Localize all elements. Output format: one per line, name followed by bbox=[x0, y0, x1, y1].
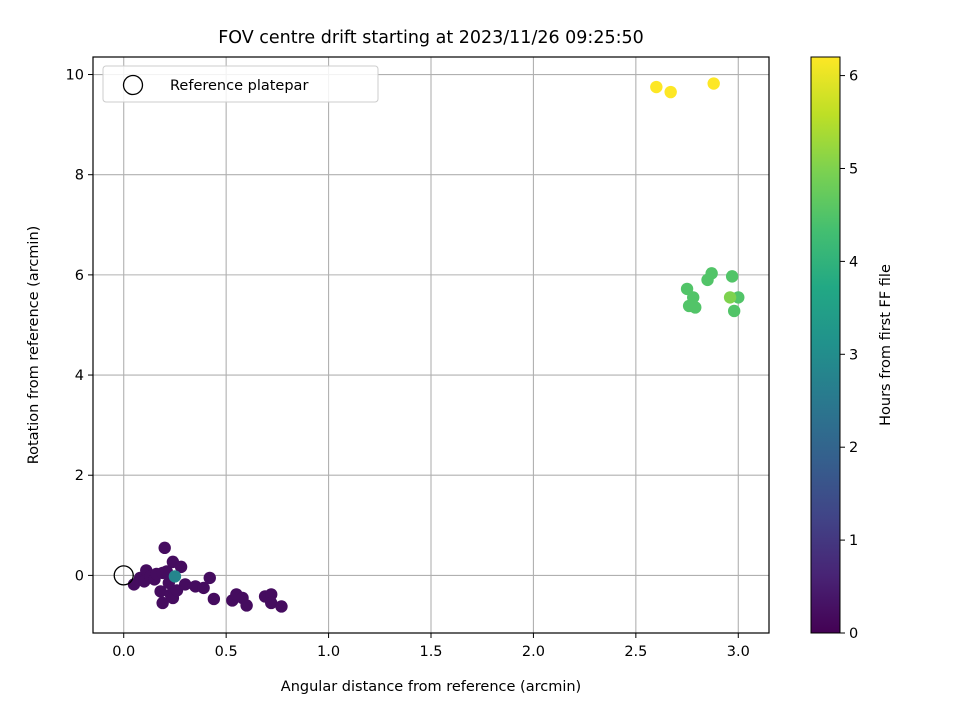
data-point bbox=[207, 592, 221, 606]
data-point bbox=[650, 80, 663, 94]
reference-platepar-marker bbox=[113, 565, 134, 586]
x-tick-label: 0.0 bbox=[112, 644, 135, 660]
colorbar-tick-label: 5 bbox=[849, 161, 858, 177]
legend: Reference platepar bbox=[102, 65, 379, 103]
data-point bbox=[240, 599, 253, 612]
x-axis: 0.0 0.5 1.0 1.5 2.0 2.5 3.0 bbox=[112, 633, 750, 660]
colorbar-tick-label: 6 bbox=[849, 69, 858, 85]
data-point bbox=[705, 267, 718, 280]
colorbar-label: Hours from first FF file bbox=[878, 264, 894, 426]
y-tick-label: 8 bbox=[75, 168, 84, 184]
data-point bbox=[178, 578, 192, 591]
colorbar-tick-label: 1 bbox=[849, 533, 858, 549]
data-point bbox=[174, 560, 188, 574]
grid-lines bbox=[93, 57, 769, 633]
data-point bbox=[723, 291, 737, 304]
data-point bbox=[265, 596, 278, 610]
colorbar: 0 1 2 3 4 5 6 Hours from first FF file bbox=[810, 56, 894, 642]
x-tick-label: 1.0 bbox=[317, 644, 340, 660]
x-tick-label: 2.0 bbox=[522, 644, 545, 660]
x-tick-label: 1.5 bbox=[419, 644, 442, 660]
data-point bbox=[707, 77, 720, 90]
x-tick-label: 0.5 bbox=[215, 644, 238, 660]
data-point bbox=[680, 282, 694, 296]
data-point bbox=[664, 85, 677, 99]
data-point bbox=[203, 571, 216, 585]
data-point bbox=[689, 301, 702, 314]
data-point bbox=[725, 270, 739, 283]
data-point bbox=[275, 600, 288, 613]
colorbar-tick-label: 4 bbox=[849, 254, 858, 270]
legend-box bbox=[102, 65, 379, 103]
x-axis-label: Angular distance from reference (arcmin) bbox=[281, 679, 581, 695]
colorbar-gradient bbox=[810, 56, 841, 634]
data-point bbox=[687, 291, 700, 304]
colorbar-tick-label: 3 bbox=[849, 347, 858, 363]
y-tick-label: 0 bbox=[75, 568, 84, 584]
data-point bbox=[727, 304, 741, 318]
y-tick-label: 10 bbox=[66, 68, 84, 84]
colorbar-ticks: 0 1 2 3 4 5 6 bbox=[840, 69, 858, 642]
x-tick-label: 3.0 bbox=[727, 644, 750, 660]
data-point bbox=[197, 581, 210, 595]
y-tick-label: 2 bbox=[75, 468, 84, 484]
y-tick-label: 6 bbox=[75, 268, 84, 284]
colorbar-tick-label: 2 bbox=[849, 440, 858, 456]
y-axis-label: Rotation from reference (arcmin) bbox=[26, 226, 42, 465]
chart-title: FOV centre drift starting at 2023/11/26 … bbox=[218, 28, 644, 48]
data-point bbox=[154, 585, 167, 598]
data-points bbox=[127, 77, 745, 613]
reference-marker-layer bbox=[113, 565, 134, 586]
y-tick-label: 4 bbox=[75, 368, 84, 384]
colorbar-tick-label: 0 bbox=[849, 626, 858, 642]
data-point bbox=[156, 596, 169, 610]
data-point bbox=[168, 570, 182, 583]
y-axis: 0 2 4 6 8 10 bbox=[66, 68, 93, 584]
legend-label: Reference platepar bbox=[170, 78, 308, 94]
data-point bbox=[158, 541, 171, 555]
data-point bbox=[265, 588, 278, 601]
x-tick-label: 2.5 bbox=[624, 644, 647, 660]
legend-reference-marker bbox=[122, 74, 144, 96]
